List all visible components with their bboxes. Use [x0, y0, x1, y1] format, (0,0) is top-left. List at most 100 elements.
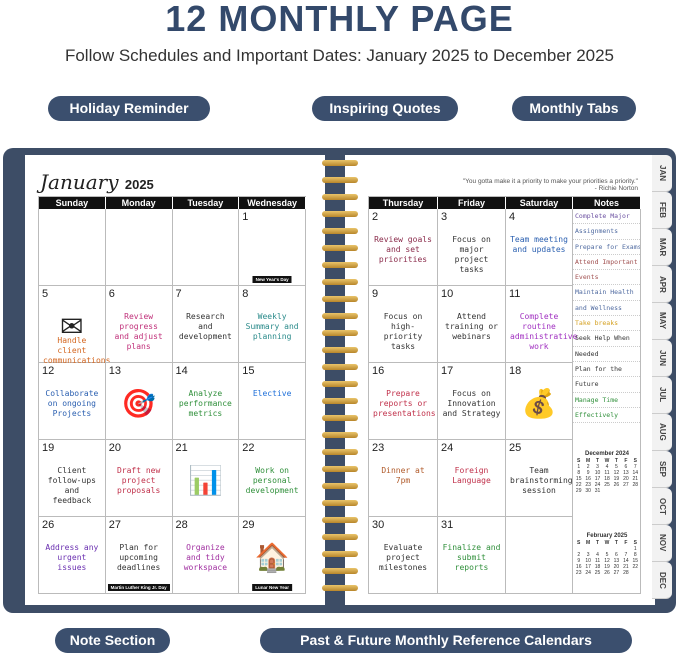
mini-day: 10 [594, 470, 601, 476]
note-line[interactable]: Needed [573, 347, 640, 362]
day-cell[interactable]: 6 Review progress and adjust plans [105, 286, 173, 363]
day-cell[interactable]: 7 Research and development [172, 286, 240, 363]
mini-day: 14 [632, 470, 639, 476]
mini-day: 19 [604, 564, 610, 570]
day-number: 11 [509, 288, 521, 300]
day-cell[interactable] [105, 209, 173, 286]
spiral-ring [322, 483, 358, 489]
mini-day: 12 [613, 470, 620, 476]
day-cell[interactable]: 11 Complete routine administrative work [506, 286, 577, 363]
day-number: 29 [242, 519, 255, 531]
day-number: 28 [175, 519, 188, 531]
month-tab-aug[interactable]: AUG [652, 414, 672, 451]
day-cell[interactable]: 25 Team brainstorming session [506, 440, 573, 517]
mini-day: 3 [596, 464, 599, 470]
day-header: Monday [105, 197, 173, 209]
day-number: 8 [242, 288, 249, 300]
mini-day: 16 [585, 476, 591, 482]
note-line[interactable]: Maintain Health [573, 285, 640, 301]
spiral-ring [322, 296, 358, 302]
month-tab-nov[interactable]: NOV [652, 525, 672, 562]
mini-day: 30 [585, 488, 591, 494]
note-line[interactable]: Complete Major [573, 209, 640, 225]
day-header: Saturday [506, 197, 573, 209]
month-name: January [40, 170, 119, 194]
month-tab-jul[interactable]: JUL [652, 377, 672, 414]
month-tab-apr[interactable]: APR [652, 266, 672, 303]
day-number: 5 [42, 288, 49, 300]
day-note: Finalize and submit reports [442, 543, 501, 572]
day-cell[interactable]: 21 📊 [172, 440, 240, 517]
day-cell[interactable]: 9 Focus on high-priority tasks [369, 286, 438, 363]
day-cell[interactable]: 19 Client follow-ups and feedback [39, 440, 106, 517]
month-tab-mar[interactable]: MAR [652, 229, 672, 266]
holiday-label: Lunar New Year [252, 584, 292, 591]
day-cell[interactable]: 2 Review goals and set priorities [369, 209, 438, 286]
month-tab-oct[interactable]: OCT [652, 488, 672, 525]
day-cell[interactable]: 30 Evaluate project milestones [369, 517, 438, 594]
note-line[interactable]: and Wellness [573, 301, 640, 317]
month-tab-feb[interactable]: FEB [652, 192, 672, 229]
mini-day: 19 [613, 476, 620, 482]
weekday: T [596, 540, 600, 546]
day-cell[interactable]: 1 New Year's Day [239, 209, 306, 286]
day-cell[interactable]: 22 Work on personal development [239, 440, 306, 517]
day-cell[interactable]: 4 Team meeting and updates [506, 209, 573, 286]
day-cell[interactable]: 8 Weekly Summary and planning [239, 286, 306, 363]
day-cell[interactable]: 31 Finalize and submit reports [438, 517, 506, 594]
mini-day [631, 488, 640, 494]
day-cell[interactable]: 28 Organize and tidy workspace [172, 517, 240, 594]
day-cell[interactable] [39, 209, 106, 286]
day-number: 24 [441, 442, 454, 454]
month-tab-may[interactable]: MAY [652, 303, 672, 340]
note-line[interactable]: Attend Important [573, 255, 640, 271]
day-cell[interactable]: 12 Collaborate on ongoing Projects [39, 363, 106, 440]
day-cell[interactable]: 13 🎯 [105, 363, 173, 440]
mini-day: 13 [613, 558, 620, 564]
weekday: M [586, 458, 591, 464]
day-cell[interactable]: 29 🏠 Lunar New Year [239, 517, 306, 594]
day-cell[interactable]: 3 Focus on major project tasks [438, 209, 506, 286]
day-cell[interactable]: 18 💰 [506, 363, 573, 440]
day-cell[interactable]: 23 Dinner at 7pm [369, 440, 438, 517]
spiral-ring [322, 211, 358, 217]
spiral-ring [322, 585, 358, 591]
note-line[interactable]: Plan for the [573, 362, 640, 378]
mini-day: 7 [633, 464, 637, 470]
day-cell[interactable]: 20 Draft new project proposals [105, 440, 173, 517]
note-line[interactable]: Future [573, 377, 640, 393]
spiral-ring [322, 398, 358, 404]
sticker-icon: ✉ [60, 310, 84, 343]
day-note: Prepare reports or presentations [373, 389, 436, 418]
day-cell[interactable]: 14 Analyze performance metrics [172, 363, 240, 440]
day-cell[interactable]: 16 Prepare reports or presentations [369, 363, 438, 440]
month-tab-jun[interactable]: JUN [652, 340, 672, 377]
note-line[interactable]: Assignments [573, 224, 640, 240]
day-cell[interactable]: 17 Focus on Innovation and Strategy [438, 363, 506, 440]
day-note: Team meeting and updates [510, 235, 568, 254]
note-line[interactable]: Effectively [573, 408, 640, 424]
month-tab-sep[interactable]: SEP [652, 451, 672, 488]
day-cell[interactable]: 10 Attend training or webinars [438, 286, 506, 363]
day-cell[interactable]: 5 ✉ Handle client communications [39, 286, 110, 365]
day-cell[interactable]: 24 Foreign Language [438, 440, 506, 517]
mini-day: 11 [594, 558, 601, 564]
note-line[interactable]: Take breaks [573, 316, 640, 332]
note-line[interactable]: Events [573, 270, 640, 286]
mini-day: 25 [604, 482, 610, 488]
note-line[interactable]: Prepare for Exams [573, 240, 640, 255]
month-tab-dec[interactable]: DEC [652, 562, 672, 599]
day-cell[interactable] [506, 517, 573, 594]
weekday: W [604, 540, 610, 546]
day-cell[interactable] [172, 209, 240, 286]
day-cell[interactable]: 27 Plan for upcoming deadlines Martin Luth… [105, 517, 173, 594]
weekday: S [633, 540, 637, 546]
month-tab-jan[interactable]: JAN [652, 155, 672, 192]
note-line[interactable]: Manage Time [573, 393, 640, 408]
note-line[interactable]: Seek Help When [573, 331, 640, 347]
day-cell[interactable]: 26 Address any urgent issues [39, 517, 106, 594]
day-cell[interactable]: 15 Elective [239, 363, 306, 440]
